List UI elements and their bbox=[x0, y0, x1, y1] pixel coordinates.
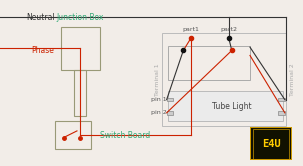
Bar bbox=[278, 98, 285, 101]
Text: Terminal 1: Terminal 1 bbox=[155, 63, 160, 96]
Bar bbox=[55, 121, 91, 149]
Text: Phase: Phase bbox=[32, 46, 55, 55]
Text: part1: part1 bbox=[182, 27, 199, 32]
Bar bbox=[278, 111, 285, 115]
Text: Switch Board: Switch Board bbox=[100, 131, 150, 140]
Bar bbox=[251, 128, 291, 159]
Text: pin 1: pin 1 bbox=[151, 97, 167, 102]
Bar bbox=[168, 91, 283, 121]
Text: Terminal 2: Terminal 2 bbox=[290, 63, 295, 96]
Bar bbox=[61, 27, 100, 70]
Text: Neutral: Neutral bbox=[26, 13, 55, 22]
Bar bbox=[250, 127, 292, 160]
Text: E4U: E4U bbox=[262, 139, 281, 149]
Text: Junction Box: Junction Box bbox=[57, 13, 104, 22]
Bar bbox=[253, 129, 289, 159]
Text: Tube Light: Tube Light bbox=[212, 102, 251, 111]
Bar bbox=[162, 33, 286, 126]
Bar bbox=[168, 46, 250, 80]
Bar bbox=[167, 111, 173, 115]
Text: part2: part2 bbox=[220, 27, 237, 32]
Text: pin 2: pin 2 bbox=[151, 110, 167, 115]
Bar bbox=[167, 98, 173, 101]
Bar bbox=[74, 70, 86, 116]
